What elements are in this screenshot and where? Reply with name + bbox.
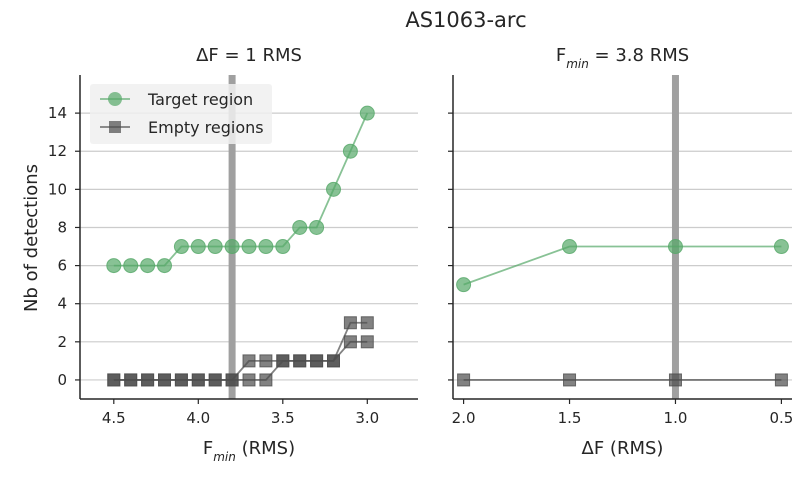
right-panel: 2.0 1.5 1.0 0.5 Fmin = 3.8 RMS ΔF (RMS) (448, 45, 793, 459)
empty-point (107, 373, 121, 387)
x-tick-label: 0.5 (769, 409, 793, 427)
series-line (113, 321, 368, 381)
empty-point (242, 354, 256, 368)
empty-point (343, 316, 357, 330)
left-panel: 4.5 4.0 3.5 3.0 0 2 4 6 8 10 12 14 ΔF = 1 RMS Fmin (R… (48, 45, 418, 464)
y-tick-label: 12 (48, 142, 67, 160)
target-point (773, 239, 789, 255)
empty-point (668, 373, 682, 387)
x-tick-label: 1.5 (558, 409, 582, 427)
empty-point (174, 373, 188, 387)
series-line (113, 112, 369, 267)
target-point (190, 239, 206, 255)
series-line (113, 340, 368, 381)
legend-empty-label: Empty regions (148, 118, 264, 137)
target-point (359, 105, 375, 121)
empty-point (293, 354, 307, 368)
x-tick-label: 1.0 (664, 409, 688, 427)
empty-point (343, 335, 357, 349)
x-axis-label-main: F (203, 438, 213, 459)
target-point (123, 258, 139, 274)
x-tick-label: 3.5 (271, 409, 295, 427)
x-tick-label: 2.0 (452, 409, 476, 427)
legend-empty-marker (109, 121, 121, 133)
target-point (173, 239, 189, 255)
empty-point (563, 373, 577, 387)
empty-point (124, 373, 138, 387)
empty-point (141, 373, 155, 387)
empty-point (327, 354, 340, 368)
x-axis-label: ΔF (RMS) (582, 438, 664, 459)
empty-point (225, 373, 239, 387)
empty-point (360, 316, 374, 330)
empty-point (191, 373, 205, 387)
empty-point (360, 335, 374, 349)
series-line (463, 245, 782, 286)
panel-title-main: F (556, 45, 566, 66)
x-tick-label: 4.5 (102, 409, 126, 427)
target-point (292, 219, 308, 235)
legend-target-marker (108, 92, 122, 106)
target-point (207, 239, 223, 255)
y-tick-label: 2 (57, 333, 67, 351)
target-point (667, 239, 683, 255)
target-point (309, 219, 325, 235)
y-tick-label: 6 (57, 257, 67, 275)
empty-point (310, 354, 324, 368)
target-point (562, 239, 578, 255)
target-point (456, 277, 472, 293)
empty-point (774, 373, 788, 387)
legend-target-label: Target region (147, 90, 253, 109)
x-axis-label: Fmin (RMS) (203, 438, 295, 464)
target-point (224, 239, 240, 255)
target-point (258, 239, 274, 255)
empty-point (158, 373, 171, 387)
y-tick-label: 14 (48, 104, 67, 122)
empty-point (276, 354, 290, 368)
target-point (241, 239, 257, 255)
figure-title: AS1063-arc (405, 8, 526, 32)
panel-title: Fmin = 3.8 RMS (556, 45, 689, 71)
target-point (326, 181, 341, 197)
panel-title: ΔF = 1 RMS (196, 45, 302, 66)
target-point (106, 258, 122, 274)
y-tick-label: 0 (57, 371, 67, 389)
x-axis-label-main: ΔF (RMS) (582, 438, 664, 459)
target-point (140, 258, 156, 274)
y-axis-label: Nb of detections (21, 164, 42, 312)
panel-title-rest: = 3.8 RMS (589, 45, 689, 66)
y-tick-label: 4 (57, 295, 67, 313)
empty-point (242, 373, 256, 387)
x-axis-label-sub: min (213, 450, 236, 464)
target-point (157, 258, 172, 274)
x-axis-label-rest: (RMS) (236, 438, 295, 459)
empty-point (457, 373, 471, 387)
empty-point (259, 373, 273, 387)
panel-title-main: ΔF = 1 RMS (196, 45, 302, 66)
empty-point (208, 373, 222, 387)
y-tick-label: 8 (57, 218, 67, 236)
legend: Target region Empty regions (90, 84, 272, 144)
x-tick-label: 3.0 (355, 409, 379, 427)
target-point (342, 143, 358, 159)
x-tick-label: 4.0 (186, 409, 210, 427)
y-tick-label: 10 (48, 180, 67, 198)
target-point (275, 239, 291, 255)
empty-point (259, 354, 273, 368)
panel-title-sub: min (566, 57, 589, 71)
legend-box (90, 84, 272, 144)
